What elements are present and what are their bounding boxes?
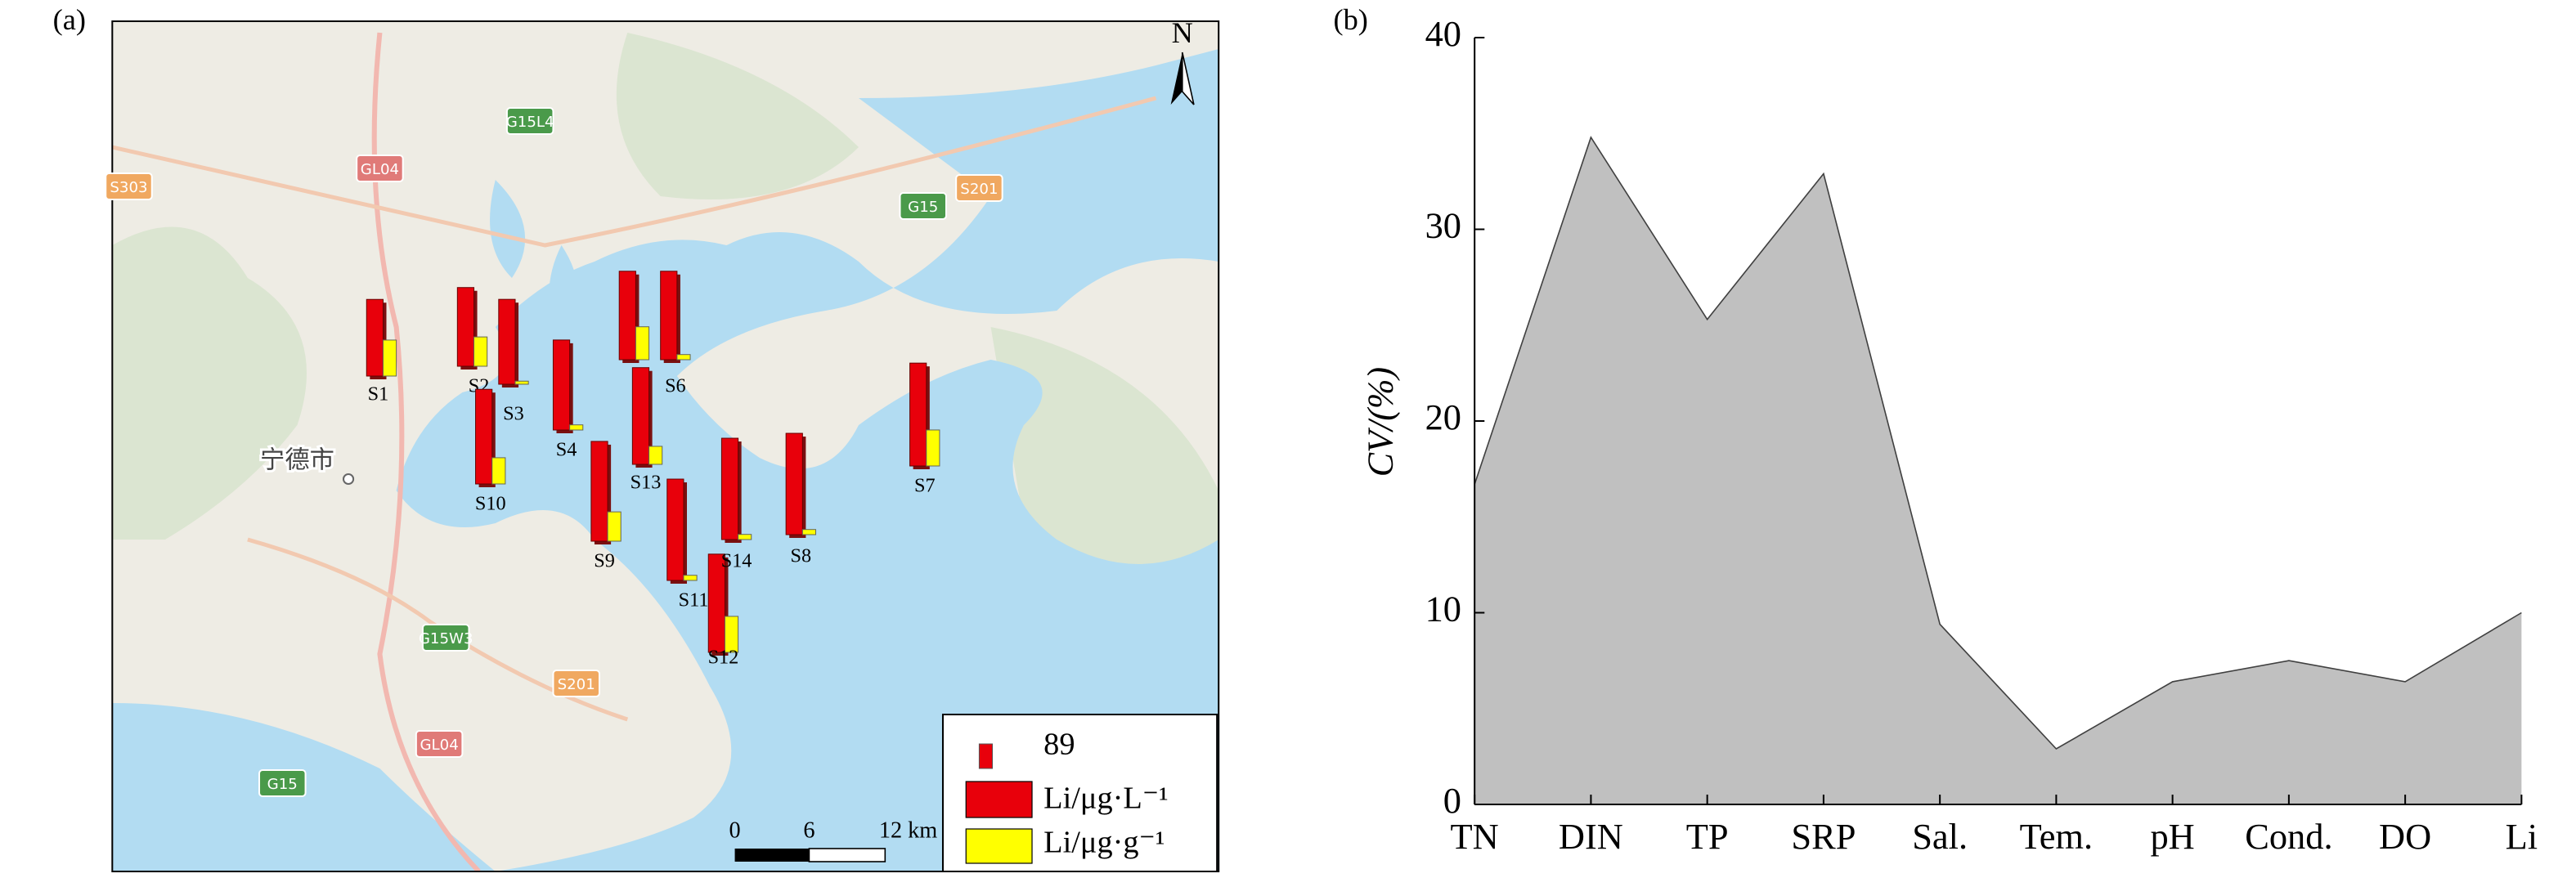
road-shield	[415, 730, 464, 758]
station-bar-red	[909, 362, 927, 467]
x-tick-label: DO	[2379, 817, 2431, 857]
station-bar-red	[785, 432, 803, 535]
station-bar-yellow	[738, 534, 752, 540]
station-bar-yellow	[926, 429, 940, 467]
station-label: S7	[914, 476, 936, 497]
y-tick-label: 0	[1443, 781, 1461, 821]
legend-swatch	[965, 828, 1033, 864]
station-label: S8	[791, 546, 812, 567]
station-bar-red	[618, 271, 636, 361]
station-bar-red	[631, 367, 650, 465]
y-tick-label: 20	[1425, 397, 1461, 437]
station-bar-yellow	[491, 457, 506, 485]
x-tick-label: Sal.	[1912, 817, 1968, 857]
station-bar-red	[590, 441, 608, 542]
station-label: S9	[594, 551, 615, 572]
station-label: S12	[708, 647, 739, 669]
station-bar-red	[660, 271, 678, 361]
north-label: N	[1172, 16, 1193, 49]
station-bar-yellow	[514, 380, 529, 385]
place-label: 宁德市	[260, 446, 334, 475]
y-tick-label: 40	[1425, 14, 1461, 54]
scale-label: 0	[729, 818, 740, 844]
road-shield	[552, 670, 600, 697]
station-bar-red	[707, 553, 725, 653]
x-tick-label: Cond.	[2245, 817, 2332, 857]
road-label: S303	[110, 179, 147, 196]
area	[1474, 137, 2522, 804]
road-shield	[105, 172, 153, 200]
station-bar-red	[366, 298, 384, 377]
legend-swatch	[965, 781, 1033, 818]
station-bar-yellow	[473, 336, 488, 367]
station-label: S1	[368, 384, 389, 405]
y-axis-label: CV/(%)	[1360, 367, 1400, 477]
station-bar-yellow	[648, 446, 663, 465]
road-label: S201	[558, 676, 595, 693]
x-tick-label: TN	[1451, 817, 1499, 857]
road-shield	[505, 107, 554, 135]
station-label: S13	[631, 473, 662, 494]
x-tick-label: pH	[2150, 817, 2194, 857]
panel-label: (a)	[53, 3, 86, 36]
station-bar-red	[498, 298, 516, 385]
x-tick-label: TP	[1686, 817, 1729, 857]
station-bar-yellow	[382, 339, 397, 377]
station-label: S6	[665, 376, 686, 397]
north-arrow: N	[1170, 16, 1195, 105]
station-label: S4	[556, 440, 577, 461]
station-label: S14	[721, 551, 752, 572]
station-bar-yellow	[607, 511, 622, 542]
legend-label: Li/μg·g⁻¹	[1043, 826, 1165, 860]
station-bar-red	[475, 388, 493, 485]
road-label: G15	[908, 199, 938, 216]
map-frame	[111, 20, 1220, 872]
legend-reference: 89	[1043, 728, 1075, 762]
x-tick-label: SRP	[1791, 817, 1856, 857]
road-shield	[899, 192, 948, 220]
road-label: G15W3	[419, 630, 473, 647]
y-tick-label: 30	[1425, 206, 1461, 246]
road-shield	[955, 174, 1003, 202]
station-bar-yellow	[683, 575, 698, 581]
map-marks: G15L4 GL04 S303 G15 S201 G15W3 S201 GL04 G15 宁德市 S…	[105, 107, 1005, 797]
station-bar-red	[456, 287, 475, 367]
panel-label: (b)	[1334, 3, 1368, 36]
station-bar-red	[720, 437, 739, 540]
station-bar-red	[552, 339, 571, 431]
station-label: S3	[503, 404, 524, 425]
scale-bar: 0 6 12 km	[729, 818, 937, 862]
station-bar-yellow	[569, 424, 584, 431]
road-shield	[258, 769, 307, 797]
station-bar-yellow	[801, 529, 817, 535]
scale-label: 12 km	[879, 818, 938, 844]
area-outline	[1474, 136, 2522, 750]
station-label: S10	[475, 494, 506, 515]
map-legend: 89 Li/μg·L⁻¹ Li/μg·g⁻¹	[941, 714, 1218, 872]
station-label: S11	[679, 590, 709, 611]
station-bar-red	[666, 478, 684, 581]
station-bar-yellow	[676, 354, 691, 361]
road-shield	[356, 155, 404, 182]
legend-label: Li/μg·L⁻¹	[1043, 782, 1168, 816]
road-label: GL04	[361, 161, 399, 178]
scale-label: 6	[803, 818, 815, 844]
x-tick-label: DIN	[1559, 817, 1623, 857]
road-label: G15L4	[506, 114, 554, 131]
station-bar-yellow	[724, 616, 739, 653]
x-tick-label: Li	[2506, 817, 2538, 857]
road-label: G15	[267, 776, 298, 793]
x-tick-label: Tem.	[2020, 817, 2093, 857]
road-label: GL04	[420, 737, 458, 754]
y-tick-label: 10	[1425, 589, 1461, 629]
station-bar-yellow	[635, 326, 650, 361]
road-shield	[421, 624, 470, 652]
chart: 0 10 20 30 40 TN DIN TP SRP Sal. Tem. pH Cond. DO Li CV…	[1360, 14, 2538, 857]
road-label: S201	[960, 181, 998, 198]
